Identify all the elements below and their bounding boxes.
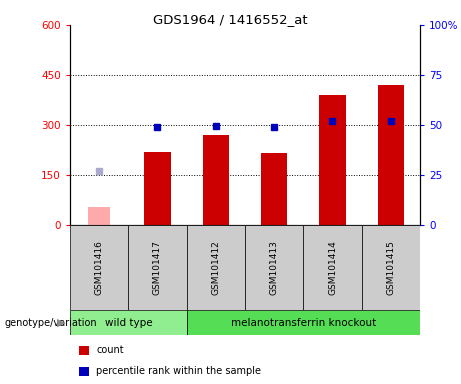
Bar [261, 153, 287, 225]
Text: GSM101412: GSM101412 [211, 240, 220, 295]
Text: ▶: ▶ [57, 318, 65, 328]
Bar [303, 225, 362, 310]
Text: melanotransferrin knockout: melanotransferrin knockout [230, 318, 376, 328]
Bar [88, 207, 110, 225]
Text: GSM101415: GSM101415 [386, 240, 396, 295]
Text: GSM101417: GSM101417 [153, 240, 162, 295]
Text: GDS1964 / 1416552_at: GDS1964 / 1416552_at [153, 13, 308, 26]
Bar [203, 135, 229, 225]
Bar [362, 225, 420, 310]
Text: count: count [96, 345, 124, 355]
Bar [245, 225, 303, 310]
Bar [70, 225, 128, 310]
Text: GSM101413: GSM101413 [270, 240, 278, 295]
Bar [378, 85, 404, 225]
Text: percentile rank within the sample: percentile rank within the sample [96, 366, 261, 376]
Text: GSM101416: GSM101416 [95, 240, 104, 295]
Text: wild type: wild type [105, 318, 152, 328]
Text: GSM101414: GSM101414 [328, 240, 337, 295]
Bar [70, 310, 187, 335]
Bar [319, 95, 346, 225]
Bar [187, 310, 420, 335]
Bar [187, 225, 245, 310]
Text: genotype/variation: genotype/variation [5, 318, 97, 328]
Bar [128, 225, 187, 310]
Bar [144, 152, 171, 225]
